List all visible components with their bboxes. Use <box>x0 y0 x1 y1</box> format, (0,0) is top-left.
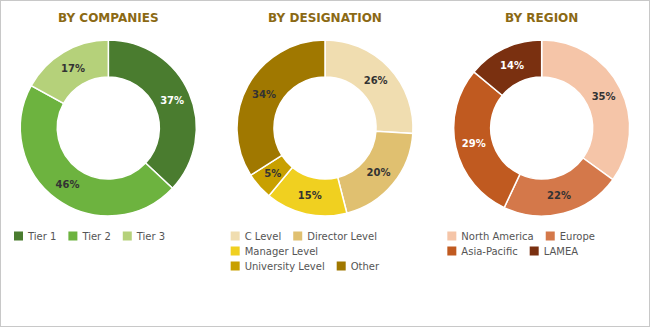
legend-label: North America <box>461 231 533 242</box>
data-labels: 37% 46% 17% <box>56 63 185 190</box>
donut-slice <box>542 40 630 180</box>
data-label: 26% <box>364 75 388 86</box>
donut-slice <box>20 86 172 216</box>
legend-swatch <box>337 262 346 271</box>
donut-slice <box>454 72 520 208</box>
legend-label: Manager Level <box>245 246 318 257</box>
legend-item: University Level <box>231 261 325 272</box>
legend-label: LAMEA <box>544 246 579 257</box>
legend-label: Asia-Pacific <box>461 246 517 257</box>
donut-slice <box>325 40 413 134</box>
donut-panel: BY COMPANIES 37% 46% 17% Tier 1 Tier 2 Tier 3 <box>14 11 196 242</box>
legend-swatch <box>530 247 539 256</box>
legend: North America Europe Asia-Pacific LAMEA <box>447 231 595 257</box>
legend-label: Director Level <box>307 231 377 242</box>
data-labels: 26% 20% 15% 5% 34% <box>252 75 390 201</box>
legend-swatch <box>447 247 456 256</box>
data-label: 15% <box>298 190 322 201</box>
donut-slice <box>338 131 413 213</box>
chart-title: BY REGION <box>505 11 578 25</box>
data-label: 37% <box>160 95 184 106</box>
legend-swatch <box>123 232 132 241</box>
legend-label: Europe <box>560 231 595 242</box>
legend-swatch <box>14 232 23 241</box>
legend-item: LAMEA <box>530 246 579 257</box>
legend-item: Tier 3 <box>123 231 165 242</box>
data-label: 46% <box>56 179 80 190</box>
legend-swatch <box>68 232 77 241</box>
legend-item: C Level <box>231 231 282 242</box>
slices <box>20 40 196 216</box>
legend-label: C Level <box>245 231 282 242</box>
data-label: 5% <box>264 168 281 179</box>
donut-slice <box>31 40 108 103</box>
data-label: 34% <box>252 89 276 100</box>
data-label: 29% <box>462 138 486 149</box>
chart-title: BY DESIGNATION <box>268 11 382 25</box>
legend-item: Tier 2 <box>68 231 110 242</box>
legend-label: Tier 1 <box>27 231 56 242</box>
border <box>1 1 650 327</box>
legend-swatch <box>231 262 240 271</box>
donut-slice <box>108 40 196 188</box>
legend-swatch <box>447 232 456 241</box>
legend-item: Manager Level <box>231 246 318 257</box>
data-label: 14% <box>500 60 524 71</box>
donut-panel: BY DESIGNATION 26% 20% 15% 5% 34% C Level Direc… <box>231 11 413 272</box>
donut-panel: BY REGION 35% 22% 29% 14% North America Europe… <box>447 11 629 257</box>
donut-slice <box>474 40 542 95</box>
data-label: 22% <box>547 190 571 201</box>
legend-label: Tier 2 <box>81 231 110 242</box>
data-label: 35% <box>592 91 616 102</box>
legend-label: Tier 3 <box>136 231 165 242</box>
chart-title: BY COMPANIES <box>58 11 159 25</box>
figure: BY COMPANIES37%46%17%Tier 1Tier 2Tier 3B… <box>0 0 650 327</box>
legend-item: Europe <box>546 231 595 242</box>
donut-slice <box>504 158 613 216</box>
legend-item: Asia-Pacific <box>447 246 517 257</box>
slices <box>454 40 630 216</box>
legend-item: Tier 1 <box>14 231 56 242</box>
legend-item: Other <box>337 261 380 272</box>
legend-swatch <box>546 232 555 241</box>
legend-swatch <box>231 232 240 241</box>
donut-slice <box>237 40 325 175</box>
legend-swatch <box>293 232 302 241</box>
legend-label: Other <box>351 261 380 272</box>
legend-swatch <box>231 247 240 256</box>
legend: C Level Director Level Manager Level Univer… <box>231 231 380 272</box>
legend-item: Director Level <box>293 231 377 242</box>
legend-label: University Level <box>245 261 325 272</box>
data-label: 17% <box>61 63 85 74</box>
legend-item: North America <box>447 231 533 242</box>
data-labels: 35% 22% 29% 14% <box>462 60 616 201</box>
legend: Tier 1 Tier 2 Tier 3 <box>14 231 165 242</box>
data-label: 20% <box>367 167 391 178</box>
slices <box>237 40 413 216</box>
